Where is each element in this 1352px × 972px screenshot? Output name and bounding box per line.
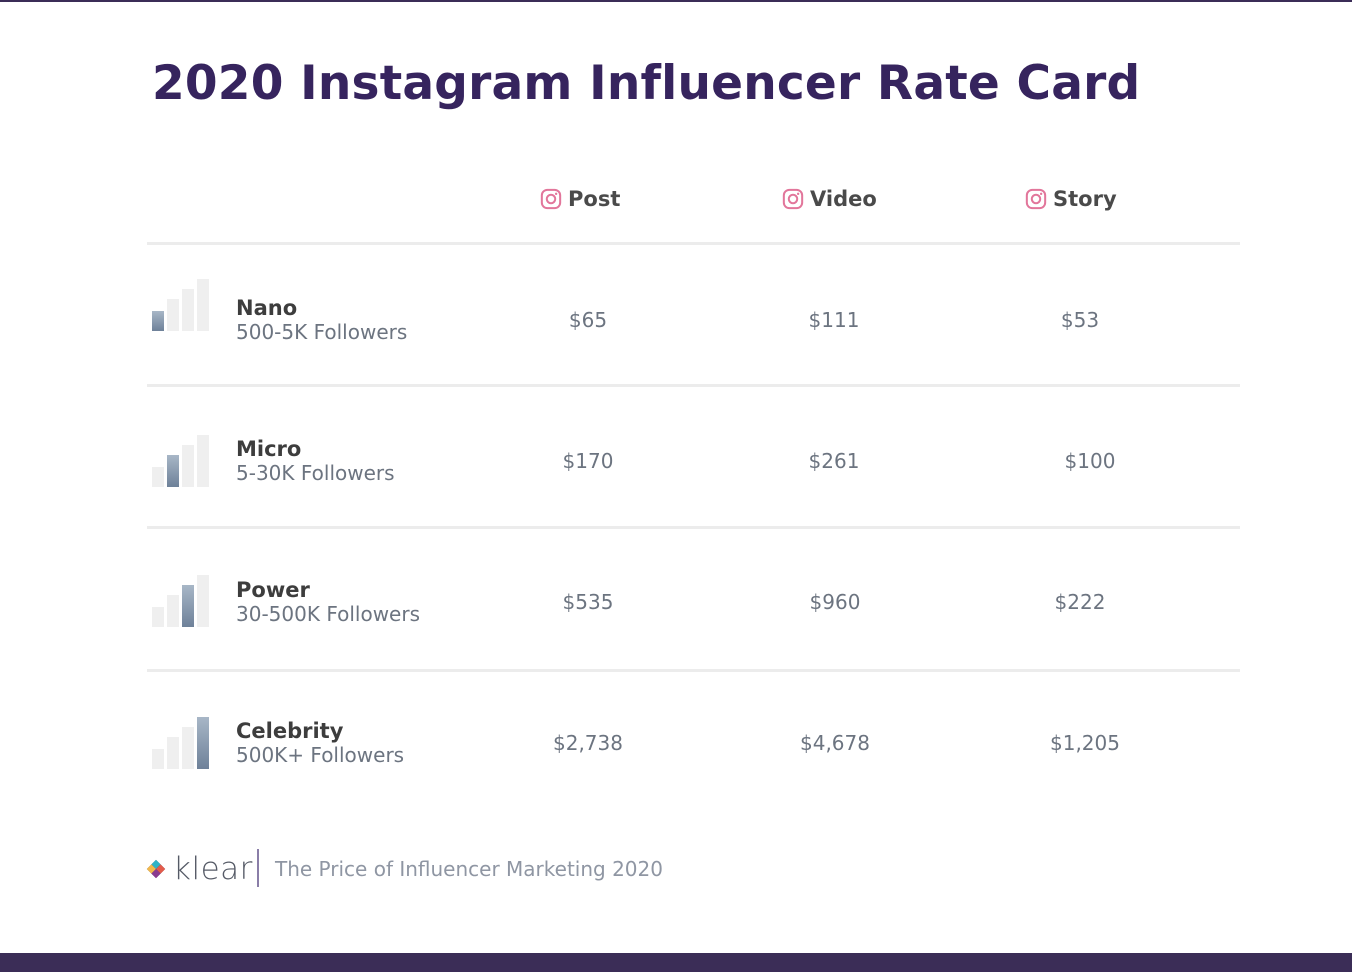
column-label: Post — [568, 187, 621, 211]
instagram-icon — [1025, 188, 1047, 210]
post-price: $535 — [562, 590, 614, 614]
signal-level-icon — [152, 715, 212, 769]
signal-level-icon — [152, 573, 212, 627]
instagram-icon — [782, 188, 804, 210]
column-header-video: Video — [782, 185, 877, 213]
top-border — [0, 0, 1352, 2]
level-bar — [197, 717, 209, 769]
tier-name: Celebrity — [236, 719, 344, 743]
post-price: $2,738 — [553, 731, 623, 755]
table-row: Celebrity 500K+ Followers $2,738 $4,678 … — [0, 717, 1352, 859]
footer-caption: The Price of Influencer Marketing 2020 — [275, 857, 663, 881]
tier-name: Power — [236, 578, 310, 602]
tier-followers: 30-500K Followers — [236, 602, 420, 626]
signal-level-icon — [152, 433, 212, 487]
level-bar — [182, 727, 194, 769]
level-bar — [197, 435, 209, 487]
table-row: Nano 500-5K Followers $65 $111 $53 — [0, 279, 1352, 436]
level-bar — [152, 311, 164, 331]
level-bar — [152, 749, 164, 769]
level-bar — [182, 445, 194, 487]
story-price: $222 — [1054, 590, 1106, 614]
tier-followers: 500-5K Followers — [236, 320, 408, 344]
level-bar — [167, 595, 179, 627]
story-price: $100 — [1064, 449, 1116, 473]
video-price: $111 — [808, 308, 860, 332]
level-bar — [167, 737, 179, 769]
video-price: $4,678 — [800, 731, 870, 755]
column-header-story: Story — [1025, 185, 1117, 213]
level-bar — [167, 299, 179, 331]
video-price: $261 — [808, 449, 860, 473]
video-price: $960 — [809, 590, 861, 614]
klear-diamond-icon — [146, 859, 166, 879]
column-label: Video — [810, 187, 877, 211]
brand-name: klear — [173, 851, 253, 887]
tier-name: Micro — [236, 437, 302, 461]
column-label: Story — [1053, 187, 1117, 211]
footer-divider — [257, 849, 259, 887]
level-bar — [197, 575, 209, 627]
divider — [147, 384, 1240, 387]
bottom-bar — [0, 953, 1352, 972]
tier-followers: 500K+ Followers — [236, 743, 405, 767]
level-bar — [182, 585, 194, 627]
story-price: $53 — [1060, 308, 1100, 332]
level-bar — [182, 289, 194, 331]
table-row: Micro 5-30K Followers $170 $261 $100 — [0, 435, 1352, 577]
level-bar — [167, 455, 179, 487]
post-price: $170 — [562, 449, 614, 473]
divider — [147, 526, 1240, 529]
signal-level-icon — [152, 277, 212, 331]
divider — [147, 242, 1240, 245]
story-price: $1,205 — [1050, 731, 1120, 755]
level-bar — [197, 279, 209, 331]
tier-followers: 5-30K Followers — [236, 461, 395, 485]
table-row: Power 30-500K Followers $535 $960 $222 — [0, 575, 1352, 718]
level-bar — [152, 607, 164, 627]
klear-logo: klear — [145, 848, 253, 890]
instagram-icon — [540, 188, 562, 210]
page-title: 2020 Instagram Influencer Rate Card — [152, 56, 1141, 111]
level-bar — [152, 467, 164, 487]
tier-name: Nano — [236, 296, 298, 320]
column-header-post: Post — [540, 185, 620, 213]
post-price: $65 — [568, 308, 608, 332]
divider — [147, 669, 1240, 672]
